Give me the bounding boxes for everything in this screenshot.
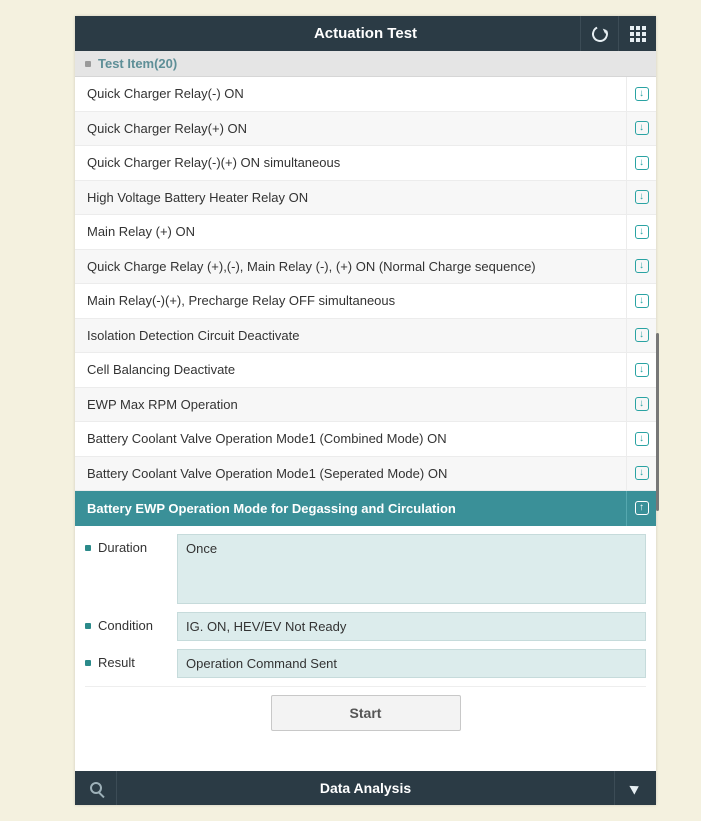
test-item-row[interactable]: Quick Charge Relay (+),(-), Main Relay (… xyxy=(75,250,656,285)
field-duration: Duration Once xyxy=(85,534,646,604)
pointer-mode-button[interactable] xyxy=(614,771,656,805)
row-action-cell[interactable] xyxy=(626,77,656,111)
download-icon xyxy=(635,156,649,170)
bottom-title: Data Analysis xyxy=(117,780,614,796)
search-icon xyxy=(90,782,102,794)
test-item-row[interactable]: Battery Coolant Valve Operation Mode1 (C… xyxy=(75,422,656,457)
download-icon xyxy=(635,225,649,239)
row-action-cell[interactable] xyxy=(626,319,656,353)
test-item-row[interactable]: Quick Charger Relay(-)(+) ON simultaneou… xyxy=(75,146,656,181)
bullet-icon xyxy=(85,545,91,551)
test-item-label: Battery Coolant Valve Operation Mode1 (S… xyxy=(75,466,626,481)
test-item-label: Isolation Detection Circuit Deactivate xyxy=(75,328,626,343)
test-item-row[interactable]: Main Relay(-)(+), Precharge Relay OFF si… xyxy=(75,284,656,319)
condition-value: IG. ON, HEV/EV Not Ready xyxy=(177,612,646,641)
test-item-row[interactable]: Main Relay (+) ON xyxy=(75,215,656,250)
test-item-list: Quick Charger Relay(-) ON Quick Charger R… xyxy=(75,77,656,526)
download-icon xyxy=(635,121,649,135)
detail-panel: Duration Once Condition IG. ON, HEV/EV N… xyxy=(75,526,656,747)
apps-grid-button[interactable] xyxy=(618,16,656,51)
row-action-cell[interactable] xyxy=(626,491,656,526)
refresh-icon xyxy=(589,23,610,44)
download-icon xyxy=(635,466,649,480)
field-condition: Condition IG. ON, HEV/EV Not Ready xyxy=(85,612,646,641)
refresh-button[interactable] xyxy=(580,16,618,51)
test-item-row[interactable]: Cell Balancing Deactivate xyxy=(75,353,656,388)
test-item-label: EWP Max RPM Operation xyxy=(75,397,626,412)
field-label: Duration xyxy=(85,534,177,604)
page-title: Actuation Test xyxy=(75,25,656,42)
title-bar: Actuation Test xyxy=(75,16,656,51)
test-item-row[interactable]: Isolation Detection Circuit Deactivate xyxy=(75,319,656,354)
field-label: Result xyxy=(85,649,177,678)
test-item-label: Quick Charger Relay(-) ON xyxy=(75,86,626,101)
field-result: Result Operation Command Sent xyxy=(85,649,646,678)
scrollbar-thumb[interactable] xyxy=(656,333,659,511)
bullet-icon xyxy=(85,660,91,666)
row-action-cell[interactable] xyxy=(626,422,656,456)
download-icon xyxy=(635,363,649,377)
row-action-cell[interactable] xyxy=(626,250,656,284)
test-item-label: Quick Charger Relay(-)(+) ON simultaneou… xyxy=(75,155,626,170)
search-button[interactable] xyxy=(75,771,117,805)
field-label: Condition xyxy=(85,612,177,641)
download-icon xyxy=(635,259,649,273)
download-icon xyxy=(635,294,649,308)
duration-value: Once xyxy=(177,534,646,604)
section-header: Test Item(20) xyxy=(75,51,656,77)
cursor-icon xyxy=(628,780,644,796)
test-item-label: Quick Charge Relay (+),(-), Main Relay (… xyxy=(75,259,626,274)
test-item-row[interactable]: Battery Coolant Valve Operation Mode1 (S… xyxy=(75,457,656,492)
test-item-label: Main Relay (+) ON xyxy=(75,224,626,239)
result-value: Operation Command Sent xyxy=(177,649,646,678)
grid-icon xyxy=(630,26,646,42)
test-item-row[interactable]: High Voltage Battery Heater Relay ON xyxy=(75,181,656,216)
download-icon xyxy=(635,328,649,342)
bullet-icon xyxy=(85,61,91,67)
download-icon xyxy=(635,190,649,204)
test-item-label: Main Relay(-)(+), Precharge Relay OFF si… xyxy=(75,293,626,308)
test-item-label: Cell Balancing Deactivate xyxy=(75,362,626,377)
row-action-cell[interactable] xyxy=(626,146,656,180)
test-item-row[interactable]: Battery EWP Operation Mode for Degassing… xyxy=(75,491,656,526)
collapse-icon xyxy=(635,501,649,515)
row-action-cell[interactable] xyxy=(626,181,656,215)
start-button[interactable]: Start xyxy=(271,695,461,731)
download-icon xyxy=(635,87,649,101)
test-item-row[interactable]: Quick Charger Relay(+) ON xyxy=(75,112,656,147)
test-item-label: High Voltage Battery Heater Relay ON xyxy=(75,190,626,205)
test-item-row[interactable]: EWP Max RPM Operation xyxy=(75,388,656,423)
download-icon xyxy=(635,397,649,411)
row-action-cell[interactable] xyxy=(626,112,656,146)
app-window: Actuation Test Test Item(20) Quick Charg… xyxy=(75,16,656,805)
row-action-cell[interactable] xyxy=(626,353,656,387)
test-item-label: Battery EWP Operation Mode for Degassing… xyxy=(75,501,626,516)
bullet-icon xyxy=(85,623,91,629)
bottom-bar: Data Analysis xyxy=(75,771,656,805)
test-item-row[interactable]: Quick Charger Relay(-) ON xyxy=(75,77,656,112)
section-title: Test Item(20) xyxy=(98,56,177,71)
test-item-label: Quick Charger Relay(+) ON xyxy=(75,121,626,136)
row-action-cell[interactable] xyxy=(626,215,656,249)
row-action-cell[interactable] xyxy=(626,388,656,422)
download-icon xyxy=(635,432,649,446)
row-action-cell[interactable] xyxy=(626,457,656,491)
test-item-label: Battery Coolant Valve Operation Mode1 (C… xyxy=(75,431,626,446)
start-button-row: Start xyxy=(85,686,646,741)
title-bar-actions xyxy=(580,16,656,51)
row-action-cell[interactable] xyxy=(626,284,656,318)
